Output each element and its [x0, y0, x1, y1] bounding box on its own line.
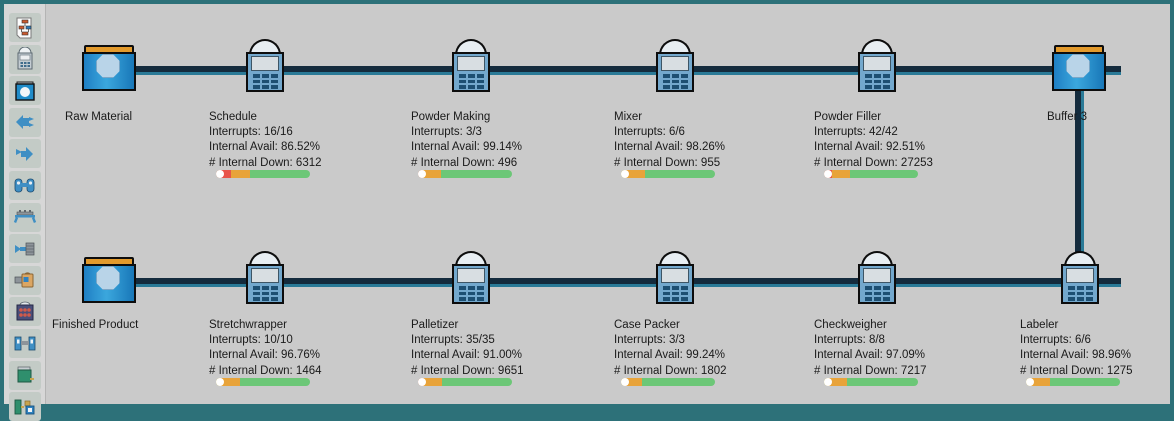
- node-mixer[interactable]: [656, 39, 694, 92]
- stat-title: Powder Filler: [814, 111, 882, 123]
- node-label-buffer-3: Buffer 3: [1047, 111, 1088, 123]
- node-labeler[interactable]: [1061, 251, 1099, 304]
- tank-icon: [82, 257, 136, 303]
- stat-internal-down: # Internal Down: 6312: [209, 156, 322, 169]
- stat-title: Stretchwrapper: [209, 319, 287, 331]
- machine-icon: [246, 251, 284, 304]
- pipe-top-row: [131, 66, 1121, 75]
- stat-internal-avail: Internal Avail: 97.09%: [814, 349, 926, 362]
- stat-interrupts: Interrupts: 10/10: [209, 334, 293, 347]
- process-flow-canvas[interactable]: Raw Material Schedule Interrupts: 16/16 …: [46, 4, 1170, 404]
- machine-icon: [858, 251, 896, 304]
- stat-title: Checkweigher: [814, 319, 887, 331]
- valve-icon[interactable]: [8, 234, 41, 264]
- funnel-left-icon[interactable]: [8, 107, 41, 137]
- stat-internal-down: # Internal Down: 27253: [814, 156, 933, 169]
- stat-interrupts: Interrupts: 35/35: [411, 334, 495, 347]
- node-powder-filler[interactable]: [858, 39, 896, 92]
- node-stats-powder-making: Powder Making Interrupts: 3/3 Internal A…: [411, 110, 522, 171]
- machine-icon: [656, 251, 694, 304]
- application-window: Raw Material Schedule Interrupts: 16/16 …: [4, 4, 1170, 421]
- node-schedule[interactable]: [246, 39, 284, 92]
- stat-interrupts: Interrupts: 6/6: [1020, 334, 1091, 347]
- stat-title: Powder Making: [411, 111, 491, 123]
- stat-internal-avail: Internal Avail: 99.24%: [614, 349, 726, 362]
- stat-internal-avail: Internal Avail: 98.26%: [614, 141, 726, 154]
- stat-title: Schedule: [209, 111, 257, 123]
- machine-icon: [452, 39, 490, 92]
- node-finished-product[interactable]: [82, 257, 136, 303]
- stat-title: Labeler: [1020, 319, 1059, 331]
- stat-interrupts: Interrupts: 3/3: [614, 334, 685, 347]
- palletizer-icon[interactable]: [8, 392, 41, 421]
- tool-palette: [4, 4, 46, 421]
- stat-interrupts: Interrupts: 42/42: [814, 126, 898, 139]
- stat-internal-avail: Internal Avail: 86.52%: [209, 141, 321, 154]
- stat-title: Mixer: [614, 111, 643, 123]
- tank-icon[interactable]: [8, 76, 41, 106]
- stat-internal-avail: Internal Avail: 91.00%: [411, 349, 523, 362]
- stat-internal-avail: Internal Avail: 92.51%: [814, 141, 926, 154]
- node-stretchwrapper[interactable]: [246, 251, 284, 304]
- stat-internal-avail: Internal Avail: 96.76%: [209, 349, 321, 362]
- pipe-buffer-to-labeler: [1075, 89, 1084, 259]
- stat-interrupts: Interrupts: 6/6: [614, 126, 685, 139]
- stat-interrupts: Interrupts: 8/8: [814, 334, 885, 347]
- funnel-right-icon[interactable]: [8, 139, 41, 169]
- node-stats-stretchwrapper: Stretchwrapper Interrupts: 10/10 Interna…: [209, 318, 322, 379]
- node-label-finished-product: Finished Product: [52, 319, 139, 331]
- stat-internal-down: # Internal Down: 1802: [614, 364, 727, 377]
- node-stats-labeler: Labeler Interrupts: 6/6 Internal Avail: …: [1020, 318, 1133, 379]
- machine-gray-icon[interactable]: [8, 44, 41, 74]
- stat-internal-avail: Internal Avail: 99.14%: [411, 141, 523, 154]
- tank-icon: [1052, 45, 1106, 91]
- node-stats-powder-filler: Powder Filler Interrupts: 42/42 Internal…: [814, 110, 933, 171]
- conveyor-icon[interactable]: [8, 202, 41, 232]
- flowchart-document-icon[interactable]: [8, 13, 41, 42]
- stat-title: Palletizer: [411, 319, 459, 331]
- node-palletizer[interactable]: [452, 251, 490, 304]
- twin-station-icon[interactable]: [8, 328, 41, 358]
- node-stats-checkweigher: Checkweigher Interrupts: 8/8 Internal Av…: [814, 318, 927, 379]
- node-stats-case-packer: Case Packer Interrupts: 3/3 Internal Ava…: [614, 318, 727, 379]
- stat-internal-down: # Internal Down: 7217: [814, 364, 927, 377]
- stat-title: Case Packer: [614, 319, 680, 331]
- pipe-bottom-row: [108, 278, 1121, 287]
- node-powder-making[interactable]: [452, 39, 490, 92]
- stat-internal-down: # Internal Down: 1464: [209, 364, 322, 377]
- machine-icon: [246, 39, 284, 92]
- machine-icon: [452, 251, 490, 304]
- node-checkweigher[interactable]: [858, 251, 896, 304]
- stat-internal-down: # Internal Down: 955: [614, 156, 721, 169]
- node-buffer-3[interactable]: [1052, 45, 1106, 91]
- machine-icon: [1061, 251, 1099, 304]
- tank-icon: [82, 45, 136, 91]
- bagger-icon[interactable]: [8, 265, 41, 295]
- stat-internal-down: # Internal Down: 1275: [1020, 364, 1133, 377]
- machine-icon: [858, 39, 896, 92]
- bin-icon[interactable]: [8, 360, 41, 390]
- stat-interrupts: Interrupts: 3/3: [411, 126, 482, 139]
- machine-icon: [656, 39, 694, 92]
- node-stats-mixer: Mixer Interrupts: 6/6 Internal Avail: 98…: [614, 110, 725, 171]
- node-label-raw-material: Raw Material: [65, 111, 133, 123]
- node-raw-material[interactable]: [82, 45, 136, 91]
- dual-unit-icon[interactable]: [8, 170, 41, 200]
- stat-internal-avail: Internal Avail: 98.96%: [1020, 349, 1132, 362]
- carton-icon[interactable]: [8, 297, 41, 327]
- node-stats-palletizer: Palletizer Interrupts: 35/35 Internal Av…: [411, 318, 524, 379]
- stat-internal-down: # Internal Down: 496: [411, 156, 518, 169]
- stat-interrupts: Interrupts: 16/16: [209, 126, 293, 139]
- node-case-packer[interactable]: [656, 251, 694, 304]
- stat-internal-down: # Internal Down: 9651: [411, 364, 524, 377]
- node-stats-schedule: Schedule Interrupts: 16/16 Internal Avai…: [209, 110, 322, 171]
